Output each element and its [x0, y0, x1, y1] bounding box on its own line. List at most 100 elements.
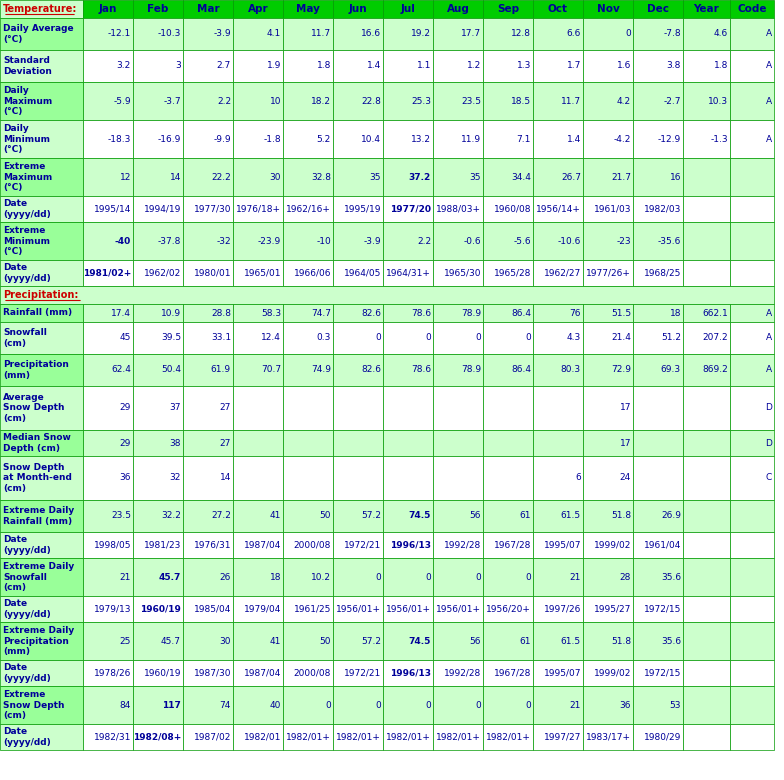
Bar: [83, 82, 133, 120]
Text: 78.6: 78.6: [411, 366, 431, 374]
Text: 1956/01+: 1956/01+: [386, 604, 431, 614]
Text: 2000/08: 2000/08: [294, 541, 331, 549]
Text: 1987/30: 1987/30: [194, 668, 231, 678]
Bar: [533, 222, 583, 260]
Bar: [633, 120, 683, 158]
Bar: [183, 196, 233, 222]
Bar: [183, 430, 233, 456]
Text: 1.3: 1.3: [517, 62, 531, 70]
Text: Median Snow
Depth (cm): Median Snow Depth (cm): [3, 434, 71, 452]
Text: 1982/31: 1982/31: [93, 732, 131, 742]
Text: 1988/03+: 1988/03+: [436, 204, 481, 214]
Text: May: May: [296, 4, 320, 14]
Bar: [333, 686, 383, 724]
Bar: [483, 354, 533, 386]
Text: Snow Depth
at Month-end
(cm): Snow Depth at Month-end (cm): [3, 463, 72, 493]
Text: 1964/05: 1964/05: [343, 268, 381, 278]
Bar: [633, 622, 683, 660]
Text: 62.4: 62.4: [111, 366, 131, 374]
Text: 1977/26+: 1977/26+: [586, 268, 631, 278]
Text: Date
(yyyy/dd): Date (yyyy/dd): [3, 200, 51, 218]
Bar: [633, 354, 683, 386]
Text: 1961/04: 1961/04: [644, 541, 681, 549]
Text: 1998/05: 1998/05: [93, 541, 131, 549]
Bar: [0, 622, 83, 660]
Bar: [683, 596, 730, 622]
Bar: [730, 50, 774, 82]
Text: 1961/25: 1961/25: [294, 604, 331, 614]
Text: -37.8: -37.8: [158, 236, 181, 246]
Text: 3: 3: [176, 62, 181, 70]
Bar: [433, 222, 483, 260]
Bar: [133, 18, 183, 50]
Text: 869.2: 869.2: [702, 366, 728, 374]
Text: 26.7: 26.7: [561, 172, 581, 182]
Bar: [583, 622, 633, 660]
Text: 1968/25: 1968/25: [644, 268, 681, 278]
Bar: [483, 120, 533, 158]
Bar: [383, 50, 433, 82]
Bar: [0, 82, 83, 120]
Bar: [583, 660, 633, 686]
Text: 12.8: 12.8: [511, 30, 531, 38]
Text: 45: 45: [120, 334, 131, 342]
Bar: [183, 158, 233, 196]
Bar: [133, 532, 183, 558]
Bar: [83, 456, 133, 500]
Text: 1972/21: 1972/21: [343, 668, 381, 678]
Bar: [583, 500, 633, 532]
Text: 23.5: 23.5: [461, 97, 481, 105]
Text: 17.4: 17.4: [111, 309, 131, 317]
Bar: [730, 0, 774, 18]
Text: -0.6: -0.6: [463, 236, 481, 246]
Text: 1982/01+: 1982/01+: [286, 732, 331, 742]
Text: 10.3: 10.3: [708, 97, 728, 105]
Bar: [83, 558, 133, 596]
Text: A: A: [766, 62, 772, 70]
Bar: [433, 0, 483, 18]
Text: 86.4: 86.4: [511, 366, 531, 374]
Text: 1995/19: 1995/19: [343, 204, 381, 214]
Bar: [433, 260, 483, 286]
Text: 32: 32: [169, 473, 181, 483]
Text: 25: 25: [120, 636, 131, 646]
Text: Standard
Deviation: Standard Deviation: [3, 56, 52, 76]
Bar: [683, 222, 730, 260]
Text: 1995/07: 1995/07: [543, 541, 581, 549]
Bar: [233, 260, 283, 286]
Bar: [483, 558, 533, 596]
Bar: [233, 558, 283, 596]
Bar: [583, 686, 633, 724]
Text: 30: 30: [270, 172, 281, 182]
Text: 16.6: 16.6: [361, 30, 381, 38]
Text: 7.1: 7.1: [517, 134, 531, 144]
Text: 1961/03: 1961/03: [593, 204, 631, 214]
Bar: [433, 430, 483, 456]
Bar: [333, 532, 383, 558]
Bar: [333, 596, 383, 622]
Bar: [83, 50, 133, 82]
Text: 0.3: 0.3: [317, 334, 331, 342]
Bar: [633, 596, 683, 622]
Bar: [683, 82, 730, 120]
Bar: [730, 686, 774, 724]
Bar: [483, 82, 533, 120]
Bar: [483, 456, 533, 500]
Bar: [333, 354, 383, 386]
Bar: [283, 686, 333, 724]
Text: 2.2: 2.2: [217, 97, 231, 105]
Bar: [483, 322, 533, 354]
Text: -12.1: -12.1: [107, 30, 131, 38]
Text: 0: 0: [475, 334, 481, 342]
Bar: [483, 50, 533, 82]
Bar: [383, 686, 433, 724]
Text: 37: 37: [169, 403, 181, 413]
Text: 38: 38: [169, 438, 181, 448]
Text: A: A: [766, 309, 772, 317]
Text: 1972/21: 1972/21: [343, 541, 381, 549]
Bar: [433, 686, 483, 724]
Bar: [0, 18, 83, 50]
Bar: [583, 354, 633, 386]
Bar: [333, 260, 383, 286]
Text: 17.7: 17.7: [461, 30, 481, 38]
